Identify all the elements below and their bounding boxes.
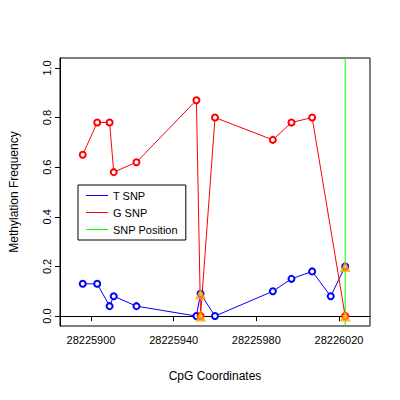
svg-text:28225940: 28225940: [149, 334, 198, 346]
svg-text:T SNP: T SNP: [113, 190, 145, 202]
svg-text:G SNP: G SNP: [113, 207, 147, 219]
svg-text:0.4: 0.4: [41, 209, 53, 224]
svg-text:28225980: 28225980: [232, 334, 281, 346]
svg-text:1.0: 1.0: [41, 60, 53, 75]
svg-text:0.8: 0.8: [41, 110, 53, 125]
svg-text:0.2: 0.2: [41, 259, 53, 274]
svg-text:CpG Coordinates: CpG Coordinates: [169, 369, 262, 383]
svg-text:Methylation Frequency: Methylation Frequency: [7, 131, 21, 252]
svg-text:0.0: 0.0: [41, 308, 53, 323]
svg-text:28225900: 28225900: [67, 334, 116, 346]
svg-text:SNP Position: SNP Position: [113, 224, 178, 236]
svg-text:0.6: 0.6: [41, 160, 53, 175]
svg-text:28226020: 28226020: [315, 334, 364, 346]
